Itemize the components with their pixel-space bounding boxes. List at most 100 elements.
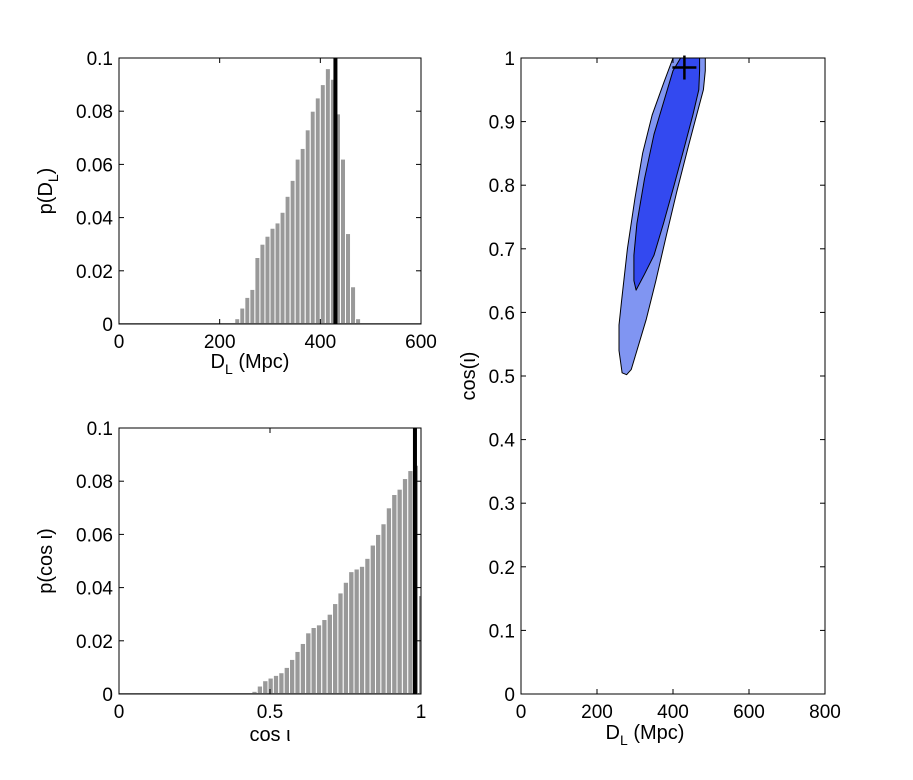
inclination-x-tick-label: 0.5: [257, 702, 283, 723]
inclination-histogram-bar: [380, 523, 387, 695]
joint-y-tick-label: 0.1: [489, 621, 515, 642]
inclination-x-tick-label: 1: [416, 702, 427, 723]
distance-histogram-bar: [339, 158, 347, 325]
distance-histogram-bar: [324, 68, 331, 325]
inclination-histogram-bar: [358, 565, 366, 695]
joint-x-tick-label: 200: [581, 702, 613, 723]
distance-histogram-bar: [294, 158, 301, 325]
inclination-y-ticks: 0 0.02 0.04 0.06 0.08 0.1: [76, 419, 421, 706]
distance-histogram-bar: [244, 296, 251, 325]
distance-histogram-bar: [299, 147, 306, 325]
inclination-y-tick-label: 0.1: [87, 419, 113, 440]
distance-histogram-bar: [254, 257, 261, 325]
inclination-histogram-bar: [267, 677, 274, 695]
distance-histogram-bar: [309, 110, 316, 325]
distance-y-tick-label: 0.06: [76, 155, 113, 176]
inclination-plot-area: [119, 428, 422, 695]
inclination-histogram-bar: [337, 592, 344, 695]
inclination-histogram-bar: [364, 557, 371, 695]
distance-histogram-bar: [249, 288, 256, 325]
inclination-histogram-bar: [353, 568, 360, 695]
inclination-histogram-bar: [294, 650, 301, 695]
inclination-histogram-bar: [305, 632, 312, 695]
distance-x-ticks: 0 200 400 600: [114, 58, 437, 353]
inclination-histogram-bar: [348, 571, 355, 695]
panel-joint-posterior: 0 200 400 600 800 00.10.20.30.40.50.60.70.80…: [458, 49, 841, 748]
inclination-y-tick-label: 0.08: [76, 472, 113, 493]
inclination-histogram-bar: [283, 666, 291, 695]
distance-axes-box: [118, 57, 422, 325]
inclination-histogram-bar: [391, 494, 398, 695]
joint-x-label: DL (Mpc): [606, 722, 685, 748]
distance-x-tick-label: 400: [304, 332, 336, 353]
inclination-histogram-bar: [342, 581, 350, 695]
inclination-histogram-bar: [310, 627, 317, 695]
inclination-histogram-bar: [332, 603, 339, 695]
distance-histogram-bar: [239, 307, 246, 325]
distance-histogram-bar: [279, 211, 286, 325]
inclination-histogram-bar: [401, 478, 409, 695]
distance-histogram-bar: [269, 227, 276, 325]
inclination-histogram-bar: [315, 624, 323, 695]
joint-plot-area: [618, 55, 706, 376]
inclination-y-tick-label: 0.02: [76, 632, 113, 653]
joint-y-tick-label: 0: [504, 685, 515, 706]
distance-y-tick-label: 0.08: [76, 102, 113, 123]
joint-x-tick-label: 0: [516, 702, 527, 723]
inclination-histogram-bar: [256, 685, 264, 695]
inclination-histogram-bar: [289, 658, 296, 695]
inclination-y-tick-label: 0: [102, 685, 113, 706]
joint-y-tick-label: 0.3: [489, 494, 515, 515]
distance-histogram-bar: [304, 129, 311, 325]
distance-x-tick-label: 200: [204, 332, 236, 353]
joint-y-tick-label: 0.2: [489, 558, 515, 579]
distance-y-tick-label: 0.1: [87, 49, 113, 70]
inclination-histogram-bar: [326, 613, 334, 695]
joint-y-tick-label: 0.4: [489, 431, 516, 452]
joint-x-ticks: 0 200 400 600 800: [516, 58, 841, 723]
distance-y-tick-label: 0.04: [76, 209, 113, 230]
inclination-x-tick-label: 0: [114, 702, 125, 723]
distance-histogram-bar: [274, 222, 281, 325]
joint-x-tick-label: 400: [657, 702, 689, 723]
inclination-y-tick-label: 0.06: [76, 525, 113, 546]
distance-y-ticks: 0 0.02 0.04 0.06 0.08 0.1: [76, 49, 421, 336]
distance-histogram-bar: [350, 286, 357, 325]
panel-distance-histogram: 0 200 400 600 0 0.02 0.04 0.06 0.08 0.1 DL (Mpc)…: [35, 49, 437, 377]
inclination-histogram-bar: [272, 674, 280, 695]
distance-histogram-bar: [284, 195, 291, 325]
joint-y-label: cos(ι): [458, 352, 480, 401]
distance-y-tick-label: 0.02: [76, 262, 113, 283]
inclination-y-tick-label: 0.04: [76, 579, 113, 600]
distance-y-tick-label: 0: [102, 315, 113, 336]
joint-y-tick-label: 0.9: [489, 113, 515, 134]
inclination-x-ticks: 0 0.5 1: [114, 428, 427, 723]
inclination-histogram-bar: [262, 680, 269, 695]
inclination-histogram-bar: [321, 619, 328, 695]
joint-y-tick-label: 0.7: [489, 240, 515, 261]
distance-histogram-bar: [345, 233, 352, 325]
panel-inclination-histogram: 0 0.5 1 00.020.040.060.080.1 cos ι p(cos ι…: [35, 419, 426, 746]
joint-y-ticks: 0 0.1 0.2 0.3 0.4 0.5 0.6 0.7 0.8 0.9 1: [489, 49, 825, 706]
inclination-y-label: p(cos ι): [35, 528, 57, 594]
inclination-histogram-bar: [396, 488, 403, 695]
joint-x-tick-label: 600: [733, 702, 765, 723]
distance-histogram-bar: [259, 243, 266, 325]
inclination-histogram-bar: [385, 507, 393, 695]
inclination-histogram-bar: [299, 642, 307, 695]
inclination-histogram-bar: [278, 672, 285, 695]
joint-x-tick-label: 800: [809, 702, 841, 723]
inclination-histogram-bar: [407, 470, 414, 695]
inclination-histogram-bar: [375, 533, 382, 695]
joint-y-tick-label: 0.8: [489, 176, 515, 197]
distance-y-label: p(DL): [35, 168, 61, 215]
joint-y-tick-label: 0.5: [489, 367, 515, 388]
distance-x-tick-label: 600: [405, 332, 437, 353]
distance-x-tick-label: 0: [114, 332, 125, 353]
inclination-x-label: cos ι: [249, 724, 290, 746]
inclination-histogram-bar: [369, 544, 377, 695]
joint-y-tick-label: 0.6: [489, 303, 515, 324]
joint-y-tick-label: 1: [504, 49, 515, 70]
distance-histogram-bar: [314, 97, 321, 325]
